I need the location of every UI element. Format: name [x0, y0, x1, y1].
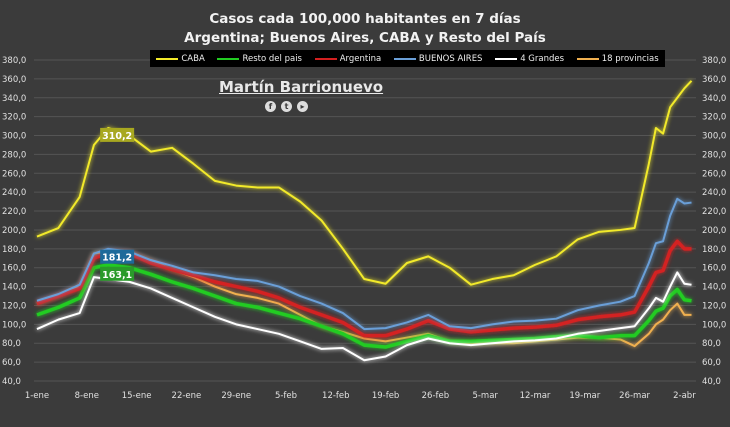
legend-item: Resto del pais — [217, 54, 302, 64]
y-tick-label-right: 220,0 — [702, 207, 726, 217]
x-tick-label: 26-feb — [422, 391, 450, 401]
svg-text:163,1: 163,1 — [102, 270, 132, 281]
y-tick-label-right: 100,0 — [702, 320, 726, 330]
x-tick-label: 15-ene — [122, 391, 152, 401]
x-tick-label: 26-mar — [619, 391, 650, 401]
x-tick-label: 5-feb — [275, 391, 297, 401]
y-tick-label-right: 320,0 — [702, 113, 726, 123]
x-tick-label: 5-mar — [472, 391, 498, 401]
x-tick-label: 8-ene — [75, 391, 99, 401]
y-tick-label-right: 380,0 — [702, 56, 726, 66]
y-tick-label-right: 240,0 — [702, 188, 726, 198]
x-tick-label: 19-feb — [372, 391, 400, 401]
legend-label: Argentina — [339, 53, 382, 64]
y-tick-label-right: 40,0 — [702, 377, 721, 387]
youtube-icon[interactable]: ▸ — [297, 101, 308, 112]
twitter-icon[interactable]: t — [281, 101, 292, 112]
legend-label: Resto del pais — [242, 53, 302, 64]
legend-item: Argentina — [314, 53, 382, 64]
x-tick-label: 29-ene — [221, 391, 251, 401]
data-label: 181,2 — [100, 249, 135, 264]
y-tick-label-left: 380,0 — [2, 56, 26, 66]
y-tick-label-left: 360,0 — [2, 75, 26, 85]
y-tick-label-left: 220,0 — [2, 207, 26, 217]
legend-label: 4 Grandes — [520, 53, 565, 64]
y-tick-label-left: 240,0 — [2, 188, 26, 198]
y-tick-label-left: 40,0 — [2, 377, 21, 387]
legend-swatch — [576, 57, 599, 60]
x-tick-label: 22-ene — [172, 391, 202, 401]
svg-text:310,2: 310,2 — [102, 131, 132, 142]
legend-label: BUENOS AIRES — [418, 53, 483, 64]
x-tick-label: 2-abr — [673, 391, 696, 401]
y-tick-label-left: 160,0 — [2, 264, 26, 274]
x-tick-label: 19-mar — [569, 391, 600, 401]
y-tick-label-right: 200,0 — [702, 226, 726, 236]
series-line-argentina — [36, 239, 692, 338]
svg-text:181,2: 181,2 — [102, 253, 132, 264]
legend-swatch — [495, 57, 518, 60]
x-tick-label: 12-mar — [520, 391, 551, 401]
y-tick-label-left: 180,0 — [2, 245, 26, 255]
series-line-resto-del-pais — [36, 263, 692, 349]
y-tick-label-right: 180,0 — [702, 245, 726, 255]
legend: CABA Resto del pais Argentina BUENOS AIR… — [150, 50, 665, 67]
y-tick-label-right: 120,0 — [702, 301, 726, 311]
x-tick-label: 12-feb — [322, 391, 350, 401]
social-icons: f t ▸ — [265, 101, 308, 112]
legend-swatch — [156, 57, 179, 60]
legend-item: CABA — [156, 53, 205, 64]
data-label: 163,1 — [100, 266, 135, 281]
x-tick-label: 1-ene — [25, 391, 49, 401]
y-tick-label-right: 280,0 — [702, 150, 726, 160]
y-tick-label-left: 300,0 — [2, 132, 26, 142]
series-line-buenos-aires — [36, 197, 692, 331]
y-tick-label-left: 60,0 — [2, 358, 21, 368]
facebook-icon[interactable]: f — [265, 101, 276, 112]
series-line-4-grandes — [36, 271, 692, 362]
y-tick-label-left: 100,0 — [2, 320, 26, 330]
legend-label: CABA — [181, 53, 205, 64]
y-tick-label-left: 80,0 — [2, 339, 21, 349]
y-tick-label-left: 200,0 — [2, 226, 26, 236]
legend-swatch — [314, 57, 337, 60]
legend-item: 18 provincias — [576, 53, 659, 64]
y-tick-label-left: 120,0 — [2, 301, 26, 311]
legend-label: 18 provincias — [601, 53, 659, 64]
legend-item: 4 Grandes — [495, 54, 564, 64]
chart-title: Casos cada 100,000 habitantes en 7 días — [209, 11, 521, 27]
y-tick-label-left: 280,0 — [2, 150, 26, 160]
y-tick-label-left: 340,0 — [2, 94, 26, 104]
y-tick-label-left: 320,0 — [2, 113, 26, 123]
y-tick-label-left: 140,0 — [2, 283, 26, 293]
legend-swatch — [217, 57, 240, 60]
author-name: Martín Barrionuevo — [219, 78, 384, 96]
y-tick-label-right: 80,0 — [702, 339, 721, 349]
legend-item: BUENOS AIRES — [393, 53, 483, 64]
data-label: 310,2 — [100, 127, 135, 142]
y-tick-label-right: 340,0 — [702, 94, 726, 104]
y-tick-label-right: 300,0 — [702, 132, 726, 142]
legend-swatch — [393, 57, 416, 60]
y-tick-label-right: 60,0 — [702, 358, 721, 368]
chart-subtitle: Argentina; Buenos Aires, CABA y Resto de… — [184, 30, 546, 46]
y-tick-label-right: 160,0 — [702, 264, 726, 274]
series-line-caba — [36, 80, 693, 286]
y-tick-label-left: 260,0 — [2, 169, 26, 179]
y-tick-label-right: 360,0 — [702, 75, 726, 85]
y-tick-label-right: 140,0 — [702, 283, 726, 293]
y-tick-label-right: 260,0 — [702, 169, 726, 179]
